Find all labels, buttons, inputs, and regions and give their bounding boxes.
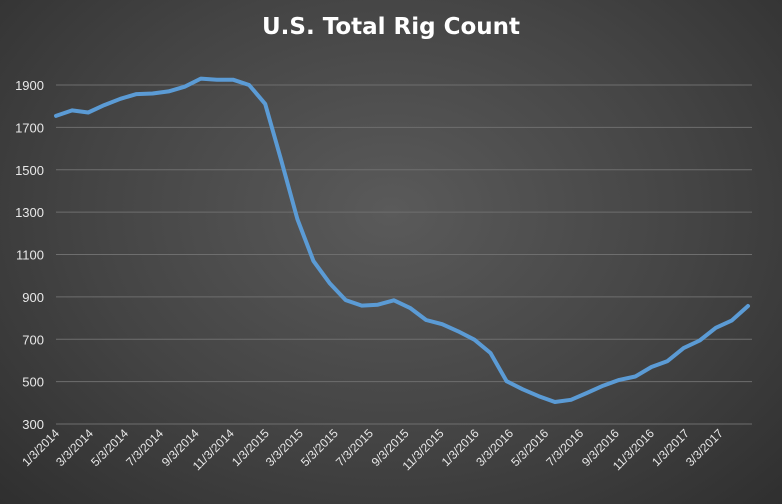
y-axis-ticks: 300 500 700 900 1100 1300 1500 1700 1900 <box>15 78 44 432</box>
chart-title: U.S. Total Rig Count <box>261 14 521 40</box>
x-tick-label: 5/3/2016 <box>508 426 551 469</box>
y-tick-label: 300 <box>22 417 44 432</box>
series-line <box>54 76 750 404</box>
y-tick-label: 1100 <box>16 248 44 263</box>
y-tick-label: 900 <box>22 290 44 305</box>
series-layer <box>54 76 750 404</box>
x-tick-label: 3/3/2015 <box>263 426 306 469</box>
x-tick-label: 7/3/2014 <box>123 426 166 469</box>
y-tick-label: 1300 <box>15 205 44 220</box>
x-tick-label: 5/3/2015 <box>298 426 341 469</box>
y-tick-label: 1700 <box>15 120 44 135</box>
y-tick-label: 1500 <box>15 163 44 178</box>
gridlines <box>56 84 752 425</box>
x-tick-label: 3/3/2014 <box>53 426 96 469</box>
y-tick-label: 1900 <box>15 78 44 93</box>
x-tick-label: 5/3/2014 <box>88 426 131 469</box>
x-axis-ticks: 1/3/20143/3/20145/3/20147/3/20149/3/2014… <box>19 426 726 473</box>
x-tick-label: 3/3/2016 <box>473 426 516 469</box>
y-tick-label: 700 <box>22 332 44 347</box>
x-tick-label: 7/3/2016 <box>543 426 586 469</box>
y-tick-label: 500 <box>22 375 44 390</box>
x-tick-label: 7/3/2015 <box>333 426 376 469</box>
x-tick-label: 3/3/2017 <box>683 426 726 469</box>
